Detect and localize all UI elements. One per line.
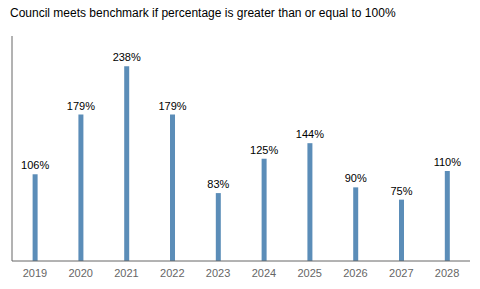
svg-text:2020: 2020 (68, 267, 92, 279)
svg-text:2021: 2021 (114, 267, 138, 279)
svg-text:125%: 125% (250, 144, 278, 156)
svg-text:2025: 2025 (297, 267, 321, 279)
svg-text:110%: 110% (434, 156, 462, 168)
svg-text:2022: 2022 (160, 267, 184, 279)
svg-text:2023: 2023 (206, 267, 230, 279)
svg-text:179%: 179% (67, 100, 95, 112)
svg-text:179%: 179% (158, 100, 186, 112)
svg-text:2027: 2027 (389, 267, 413, 279)
svg-text:2019: 2019 (23, 267, 47, 279)
svg-text:106%: 106% (21, 159, 49, 171)
svg-text:238%: 238% (113, 51, 141, 63)
svg-text:83%: 83% (207, 178, 229, 190)
svg-text:2026: 2026 (343, 267, 367, 279)
svg-text:75%: 75% (390, 185, 412, 197)
html-text:Council meets benchmark if per: Council meets benchmark if percentage is… (10, 6, 396, 20)
svg-text:2028: 2028 (435, 267, 459, 279)
svg-text:90%: 90% (345, 172, 367, 184)
svg-text:144%: 144% (296, 128, 324, 140)
svg-text:2024: 2024 (252, 267, 276, 279)
